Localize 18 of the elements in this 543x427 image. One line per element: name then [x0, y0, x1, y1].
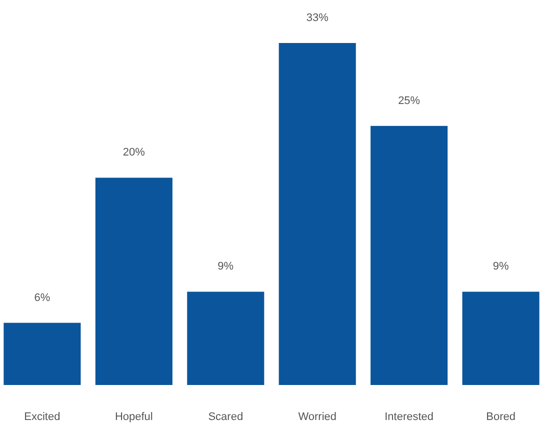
bar: [187, 292, 264, 385]
x-tick-label: Scared: [208, 411, 244, 423]
bar: [278, 43, 356, 385]
data-label: 33%: [306, 12, 329, 24]
x-tick-label: Hopeful: [114, 411, 153, 423]
data-label: 9%: [492, 260, 509, 273]
x-tick-label: Bored: [486, 411, 516, 423]
data-label: 25%: [398, 94, 420, 107]
data-label: 9%: [218, 260, 234, 273]
bar: [462, 292, 540, 385]
x-tick-label: Worried: [298, 411, 337, 423]
data-label: 20%: [122, 146, 146, 159]
x-tick-label: Excited: [24, 411, 60, 423]
data-label: 6%: [34, 292, 50, 304]
x-tick-label: Interested: [384, 411, 434, 423]
bar: [4, 322, 81, 385]
bar: [370, 126, 448, 385]
bar: [95, 178, 172, 385]
